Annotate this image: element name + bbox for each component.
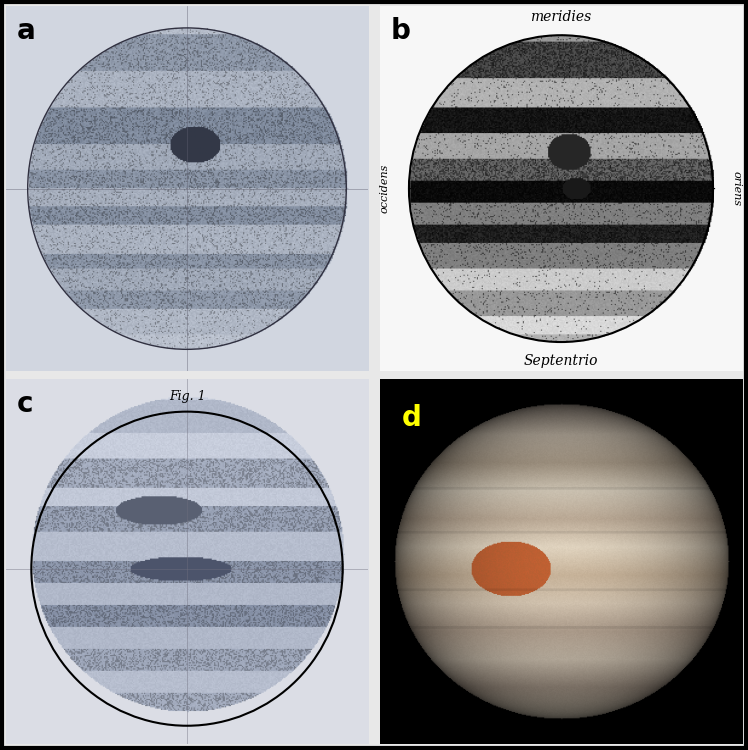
Text: d: d [402, 404, 422, 432]
Text: c: c [17, 390, 34, 418]
Text: b: b [391, 17, 411, 45]
Text: a: a [17, 17, 36, 45]
Text: meridies: meridies [530, 10, 592, 24]
Text: Septentrio: Septentrio [524, 353, 598, 368]
Text: Fig. 1: Fig. 1 [169, 390, 205, 403]
Text: occidens: occidens [380, 164, 390, 213]
Text: oriens: oriens [732, 171, 742, 206]
